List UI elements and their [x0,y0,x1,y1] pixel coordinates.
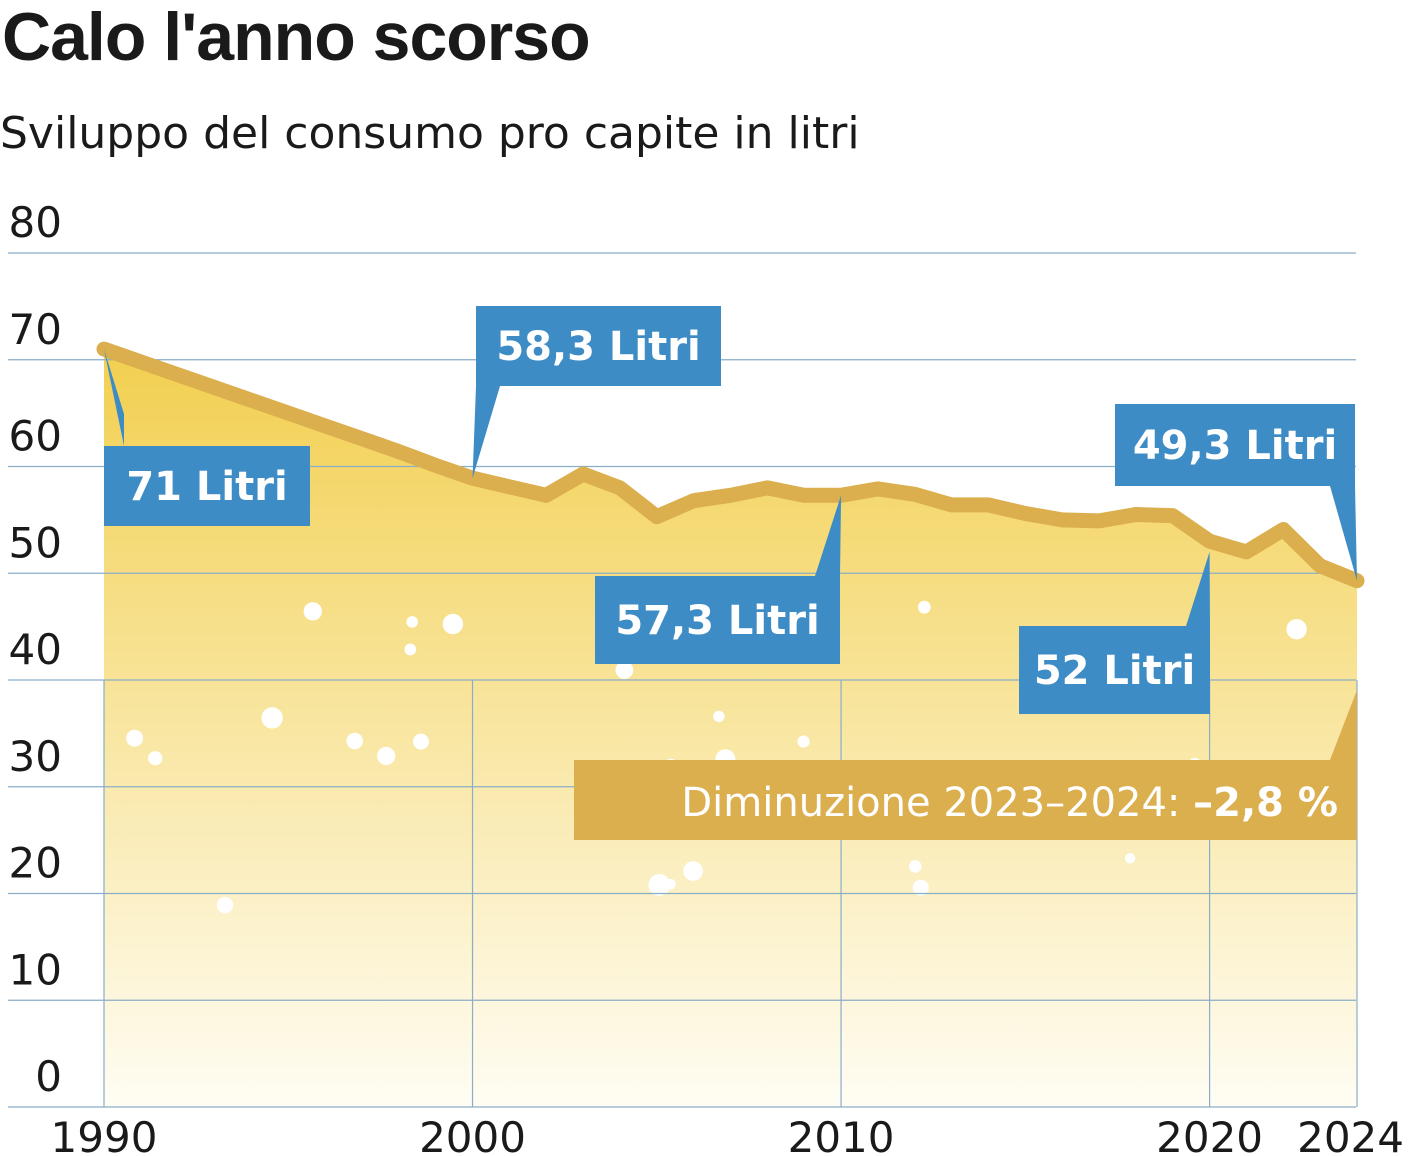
x-tick-label: 2000 [419,1113,526,1156]
bubble [126,729,144,747]
bubble [346,732,364,750]
bubble [908,860,922,873]
callout-text: 49,3 Litri [1133,423,1337,469]
y-axis-ticks: 0 10 20 30 40 50 60 70 80 [9,198,62,1101]
callout-label: 57,3 Litri [595,495,842,664]
bubble [1286,619,1307,640]
callout-pointer [1186,551,1210,626]
callout-text: 57,3 Litri [615,598,819,644]
decrease-note: Diminuzione 2023–2024: –2,8 % [574,690,1357,840]
callout-pointer [104,349,124,446]
bubble [148,751,163,766]
callout-text: 71 Litri [126,464,287,510]
bubble [216,897,234,914]
y-tick-label: 0 [35,1052,62,1101]
chart-subtitle: Sviluppo del consumo pro capite in litri [0,108,860,159]
bubble [404,643,417,656]
bubble [713,710,725,723]
y-tick-label: 10 [9,945,62,994]
callouts: 71 Litri 58,3 Litri 57,3 Litri 52 Litri 49,3… [104,306,1357,714]
bubble [615,661,634,679]
note-layer: Diminuzione 2023–2024: –2,8 % [574,690,1357,840]
series-line [96,341,1365,589]
bubble [683,861,703,881]
bubble [406,616,419,628]
callout-box [1019,626,1210,714]
callout-pointer [472,386,500,479]
x-axis-ticks: 1990 2000 2010 2020 2024 [51,1113,1404,1156]
y-tick-label: 20 [9,839,62,888]
x-tick-label: 1990 [51,1113,158,1156]
bubble [442,613,464,635]
bubble [261,707,283,729]
callout-label: 49,3 Litri [1115,404,1357,581]
y-tick-label: 30 [9,732,62,781]
area-fill [104,349,1357,1108]
note-value: –2,8 % [1193,780,1338,826]
callout-box [104,446,310,526]
chart-title: Calo l'anno scorso [2,0,591,75]
callout-box [1115,404,1355,486]
x-tick-label: 2010 [788,1113,895,1156]
bubble [648,874,671,896]
callout-text: 52 Litri [1034,648,1195,694]
bubble [912,879,929,896]
callout-text: 58,3 Litri [496,324,700,370]
bubble [1124,853,1136,864]
y-tick-label: 50 [9,518,62,567]
bubble [377,746,396,766]
line-layer [96,341,1365,589]
bubble [917,600,931,614]
note-box [574,760,1357,840]
area-layer [104,349,1357,1108]
y-tick-label: 60 [9,412,62,461]
callout-box [595,576,840,664]
bubble [303,602,322,621]
callout-label: 58,3 Litri [472,306,721,479]
callout-label: 71 Litri [104,349,310,526]
bubble [797,735,810,748]
note-label: Diminuzione 2023–2024: [681,780,1193,826]
note-pointer [1330,690,1357,760]
note-text: Diminuzione 2023–2024: –2,8 % [681,780,1338,826]
y-tick-label: 40 [9,625,62,674]
bubble [413,733,429,750]
x-tick-label: 2024 [1297,1113,1404,1156]
y-tick-label: 80 [9,198,62,247]
y-tick-label: 70 [9,305,62,354]
callout-box [476,306,721,386]
x-tick-label: 2020 [1156,1113,1263,1156]
callout-pointer [1330,486,1357,581]
callout-label: 52 Litri [1019,551,1210,714]
callout-pointer [815,495,842,576]
